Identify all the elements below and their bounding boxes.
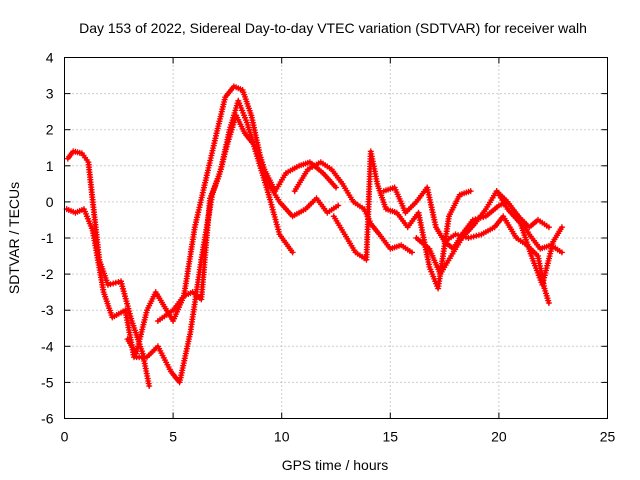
x-tick-label: 0: [61, 429, 69, 445]
x-tick-label: 25: [600, 429, 616, 445]
y-axis-title: SDTVAR / TECUs: [6, 182, 22, 294]
y-tick-label: -3: [41, 302, 54, 318]
x-tick-label: 15: [383, 429, 399, 445]
y-tick-label: 3: [46, 86, 54, 102]
chart-title: Day 153 of 2022, Sidereal Day-to-day VTE…: [79, 20, 587, 36]
series-satellite-track-9: [441, 213, 552, 306]
y-tick-label: -6: [41, 411, 54, 427]
x-axis-title: GPS time / hours: [282, 457, 389, 473]
y-tick-label: 0: [46, 194, 54, 210]
series-satellite-track-5: [291, 159, 415, 256]
series-plus-markers: [441, 213, 552, 306]
y-tick-label: -4: [41, 338, 54, 354]
series-plus-markers: [493, 188, 565, 256]
data-layer: [63, 83, 565, 389]
y-tick-label: 4: [46, 50, 54, 66]
y-tick-label: 2: [46, 122, 54, 138]
x-tick-label: 5: [169, 429, 177, 445]
series-satellite-track-4: [154, 112, 339, 324]
x-tick-label: 20: [491, 429, 507, 445]
series-plus-markers: [291, 159, 415, 256]
y-tick-label: -2: [41, 266, 54, 282]
plot-frame: [64, 57, 608, 419]
x-tick-label: 10: [274, 429, 290, 445]
y-tick-label: 1: [46, 158, 54, 174]
tick-label-layer: 0 5 10 15 20 25 -6 -5 -4 -3 -2 -1 0 1 2 3 4: [41, 50, 615, 445]
series-plus-markers: [154, 112, 339, 324]
y-tick-label: -1: [41, 230, 54, 246]
series-satellite-track-10: [493, 188, 565, 256]
y-tick-label: -5: [41, 374, 54, 390]
series-plus-markers: [330, 148, 474, 292]
